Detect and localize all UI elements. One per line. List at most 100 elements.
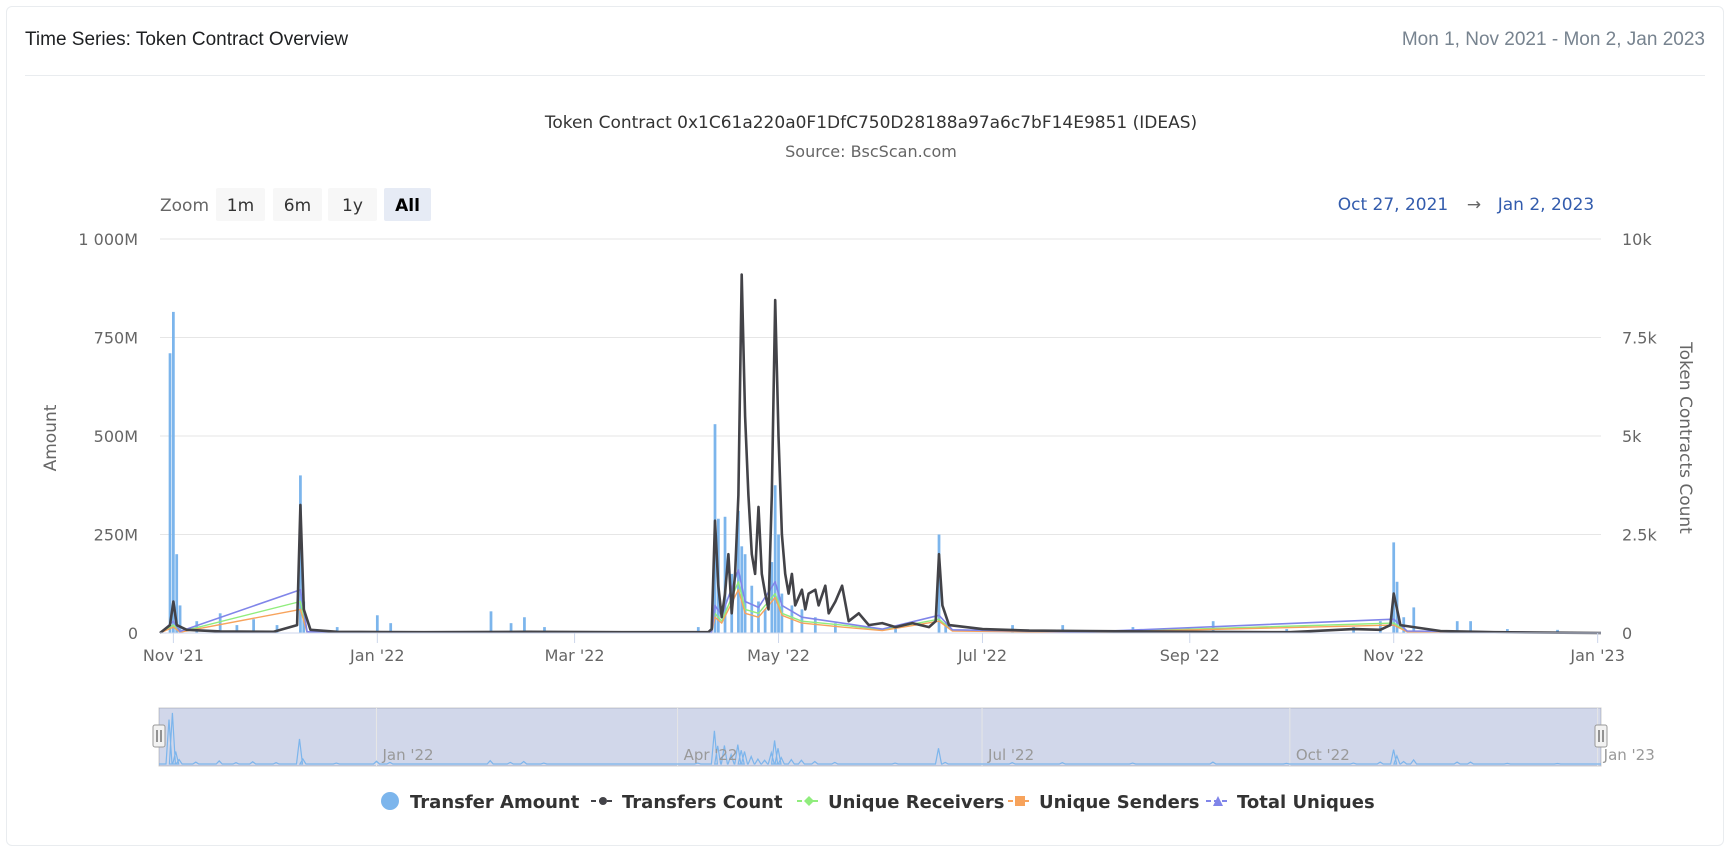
y-tick-label: 1 000M bbox=[78, 230, 138, 249]
circle-marker-icon bbox=[381, 792, 399, 810]
transfer-amount-bar bbox=[489, 611, 493, 633]
zoom-button-1y-label: 1y bbox=[342, 196, 363, 216]
transfer-amount-bar bbox=[389, 623, 393, 633]
transfer-amount-bar bbox=[509, 623, 513, 633]
navigator-handle-right[interactable] bbox=[1594, 724, 1608, 748]
triangle-marker-icon bbox=[1213, 796, 1223, 806]
transfer-amount-bar bbox=[335, 627, 339, 633]
zoom-button-1m-label: 1m bbox=[227, 196, 254, 216]
navigator-background bbox=[158, 707, 1602, 767]
navigator-mask[interactable] bbox=[159, 708, 1601, 766]
x-tick-label: Mar '22 bbox=[545, 646, 605, 665]
series-lines[interactable] bbox=[159, 273, 1602, 635]
transfer-amount-bar bbox=[773, 485, 777, 633]
transfer-amount-bar bbox=[763, 609, 767, 633]
grid-lines bbox=[160, 238, 1601, 634]
navigator-handle-left[interactable] bbox=[152, 724, 166, 748]
transfer-amount-bar bbox=[944, 623, 948, 633]
square-marker-icon bbox=[1015, 796, 1025, 806]
zoom-button-6m-label: 6m bbox=[284, 196, 311, 216]
legend-label: Unique Senders bbox=[1039, 792, 1199, 813]
y-tick-label: 500M bbox=[94, 427, 138, 446]
transfer-amount-bar bbox=[168, 353, 172, 633]
y2-tick-label: 0 bbox=[1622, 624, 1632, 643]
x-tick-label: Jan '22 bbox=[349, 646, 405, 665]
navigator-label: Jan '22 bbox=[381, 746, 433, 764]
zoom-button-1y[interactable]: 1y bbox=[328, 188, 377, 221]
y2-tick-label: 5k bbox=[1622, 427, 1642, 446]
y-tick-label: 750M bbox=[94, 329, 138, 348]
zoom-label: Zoom bbox=[160, 196, 209, 216]
zoom-button-1m[interactable]: 1m bbox=[216, 188, 265, 221]
y-axis-title: Amount bbox=[41, 404, 61, 471]
y-tick-label: 250M bbox=[94, 526, 138, 545]
legend-label: Unique Receivers bbox=[828, 792, 1004, 813]
transfer-amount-bar bbox=[543, 627, 546, 633]
transfer-amount-bar bbox=[894, 627, 897, 633]
transfer-amount-bar bbox=[299, 475, 302, 633]
transfers-count-line bbox=[159, 273, 1602, 635]
transfer-amount-bar bbox=[275, 625, 279, 633]
transfer-amount-bar bbox=[1061, 625, 1065, 633]
y2-tick-label: 2.5k bbox=[1622, 526, 1657, 545]
navigator-label: Jan '23 bbox=[1603, 746, 1655, 764]
x-tick-label: Jul '22 bbox=[957, 646, 1007, 665]
x-tick-label: May '22 bbox=[747, 646, 810, 665]
transfer-amount-bar bbox=[1392, 542, 1396, 633]
x-tick-label: Nov '22 bbox=[1363, 646, 1424, 665]
navigator-label: Apr '22 bbox=[684, 746, 738, 764]
transfer-amount-bar bbox=[178, 605, 182, 633]
navigator[interactable]: Jan '22 Apr '22 Jul '22 Oct '22 Jan '23 bbox=[152, 707, 1655, 767]
card-date-range: Mon 1, Nov 2021 - Mon 2, Jan 2023 bbox=[1401, 29, 1705, 50]
range-arrow: → bbox=[1467, 195, 1481, 215]
x-tick-label: Sep '22 bbox=[1160, 646, 1220, 665]
transfer-amount-bar bbox=[235, 625, 239, 633]
transfer-amount-bar bbox=[1469, 621, 1472, 633]
transfer-amount-bar bbox=[1412, 607, 1416, 633]
transfer-amount-bar bbox=[218, 613, 222, 633]
range-to-input[interactable]: Jan 2, 2023 bbox=[1497, 195, 1595, 215]
navigator-label: Jul '22 bbox=[987, 746, 1034, 764]
legend-label: Transfers Count bbox=[622, 792, 783, 813]
transfer-amount-bar bbox=[175, 554, 179, 633]
transfer-amount-bar bbox=[740, 546, 744, 633]
range-from-input[interactable]: Oct 27, 2021 bbox=[1338, 195, 1449, 215]
transfer-amount-bar bbox=[696, 627, 700, 633]
legend-item-transfer-amount[interactable]: Transfer Amount bbox=[381, 792, 580, 813]
navigator-labels: Jan '22 Apr '22 Jul '22 Oct '22 Jan '23 bbox=[381, 746, 1654, 764]
transfer-amount-bar bbox=[777, 534, 780, 633]
transfer-amount-columns[interactable] bbox=[168, 311, 1559, 633]
transfer-amount-bar bbox=[937, 534, 941, 633]
card-title: Time Series: Token Contract Overview bbox=[25, 29, 349, 50]
transfer-amount-bar bbox=[375, 615, 379, 633]
legend-label: Total Uniques bbox=[1237, 792, 1375, 813]
transfer-amount-bar bbox=[172, 311, 175, 633]
navigator-label: Oct '22 bbox=[1296, 746, 1350, 764]
y2-tick-label: 7.5k bbox=[1622, 329, 1657, 348]
chart-card: Time Series: Token Contract Overview Mon… bbox=[6, 6, 1724, 846]
transfer-amount-bar bbox=[743, 554, 747, 633]
circle-marker-icon bbox=[599, 797, 607, 805]
transfer-amount-bar bbox=[833, 623, 837, 633]
legend-item-total-uniques[interactable]: Total Uniques bbox=[1206, 792, 1375, 813]
transfer-amount-bar bbox=[1455, 621, 1459, 633]
x-tick-label: Nov '21 bbox=[143, 646, 204, 665]
card-header: Time Series: Token Contract Overview Mon… bbox=[25, 7, 1705, 76]
zoom-button-all[interactable]: All bbox=[384, 188, 431, 221]
zoom-button-all-label: All bbox=[395, 196, 420, 216]
y2-axis-title: Token Contracts Count bbox=[1675, 341, 1695, 534]
axes: 0 250M 500M 750M 1 000M 0 2.5k 5k 7.5k 10k Nov '21… bbox=[78, 230, 1657, 665]
y2-tick-label: 10k bbox=[1622, 230, 1652, 249]
legend-label: Transfer Amount bbox=[410, 792, 580, 813]
diamond-marker-icon bbox=[804, 796, 814, 806]
legend-item-unique-receivers[interactable]: Unique Receivers bbox=[797, 792, 1004, 813]
legend-item-unique-senders[interactable]: Unique Senders bbox=[1008, 792, 1199, 813]
x-tick-label: Jan '23 bbox=[1569, 646, 1625, 665]
navigator-series bbox=[159, 712, 1601, 765]
zoom-button-6m[interactable]: 6m bbox=[273, 188, 322, 221]
chart-subtitle: Source: BscScan.com bbox=[785, 142, 957, 161]
legend-item-transfers-count[interactable]: Transfers Count bbox=[591, 792, 783, 813]
transfer-amount-bar bbox=[252, 619, 255, 633]
legend: Transfer Amount Transfers Count Unique R… bbox=[381, 792, 1375, 813]
